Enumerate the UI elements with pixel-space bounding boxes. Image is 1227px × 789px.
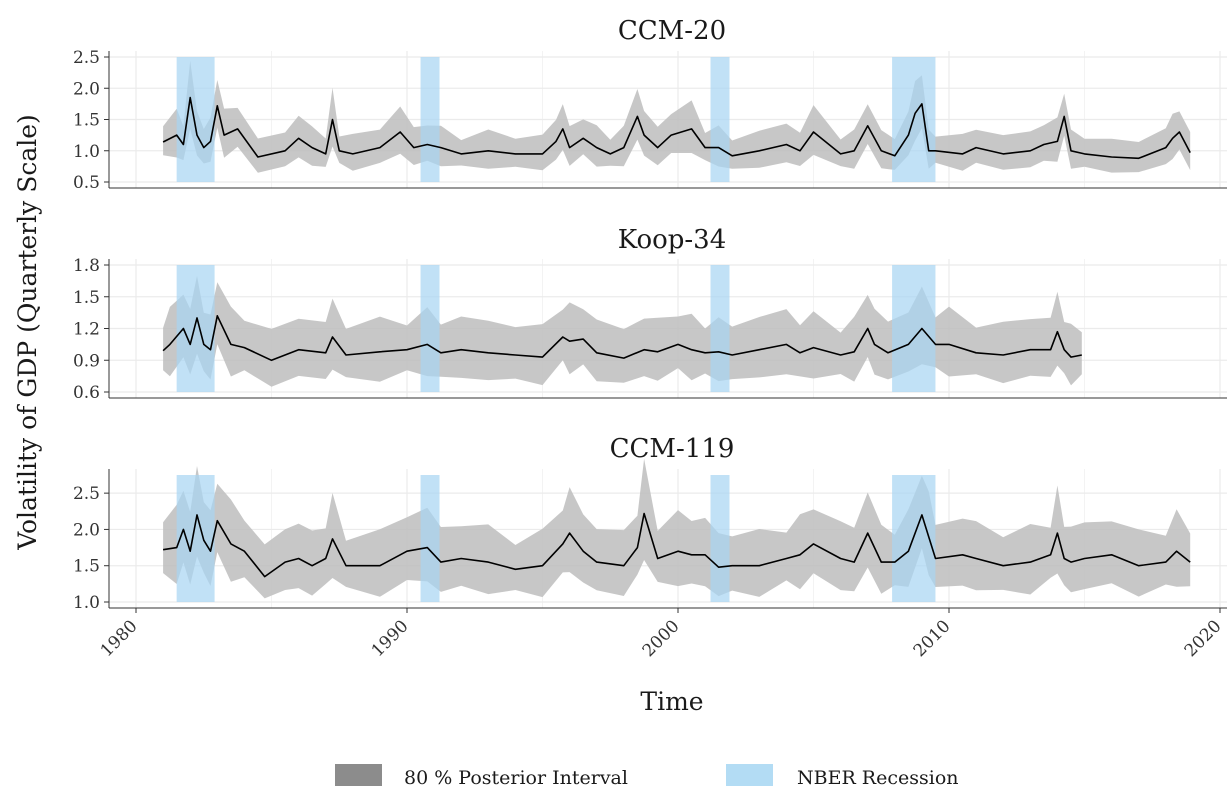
- y-tick-label: 2.0: [73, 520, 100, 540]
- y-tick-label: 1.0: [73, 593, 100, 613]
- volatility-line: [162, 315, 1082, 362]
- recession-band: [710, 475, 730, 602]
- y-axis-title: Volatility of GDP (Quarterly Scale): [13, 114, 42, 551]
- legend-swatch-recession: [726, 764, 773, 786]
- recession-band: [176, 475, 215, 602]
- y-tick-label: 2.0: [73, 79, 100, 99]
- recession-band: [420, 265, 440, 392]
- volatility-line: [162, 512, 1191, 578]
- y-tick-label: 0.5: [73, 173, 100, 193]
- posterior-interval-band: [163, 275, 1082, 387]
- panels: 0.5 1.0 1.5 2.0 2.5 CCM-20 0.6 0.9 1.2 1.5 1.8 Koop…: [73, 16, 1227, 661]
- legend-label-interval: 80 % Posterior Interval: [404, 767, 628, 789]
- x-tick-label: 1980: [97, 616, 142, 661]
- y-tick-label: 1.8: [73, 256, 100, 276]
- y-tick-label: 1.0: [73, 142, 100, 162]
- y-tick-label: 1.5: [73, 557, 100, 577]
- panel-ccm-119: 1.0 1.5 2.0 2.5 CCM-119 1980 1990 2000 2010 2020: [73, 434, 1227, 661]
- x-tick-label: 2020: [1181, 616, 1226, 661]
- panel-koop-34: 0.6 0.9 1.2 1.5 1.8 Koop-34: [73, 225, 1227, 403]
- x-axis-title: Time: [640, 687, 703, 716]
- recession-band: [710, 57, 730, 182]
- y-tick-label: 1.5: [73, 111, 100, 131]
- recession-band: [176, 57, 215, 182]
- panel-ccm-20: 0.5 1.0 1.5 2.0 2.5 CCM-20: [73, 16, 1227, 193]
- posterior-interval-band: [163, 60, 1191, 173]
- panel-title: CCM-20: [618, 16, 726, 46]
- recession-band: [420, 475, 440, 602]
- y-tick-label: 0.9: [73, 351, 100, 371]
- x-tick-label: 2000: [639, 616, 684, 661]
- x-tick-label: 1990: [368, 616, 413, 661]
- recession-band: [710, 265, 730, 392]
- y-tick-label: 1.2: [73, 320, 100, 340]
- x-tick-label: 2010: [910, 616, 955, 661]
- posterior-interval-band: [163, 458, 1191, 599]
- y-tick-label: 2.5: [73, 48, 100, 68]
- volatility-line: [162, 96, 1191, 160]
- y-tick-label: 0.6: [73, 383, 100, 403]
- recession-band: [892, 265, 936, 392]
- legend-label-recession: NBER Recession: [797, 767, 959, 789]
- recession-band: [420, 57, 440, 182]
- legend-swatch-interval: [335, 764, 382, 786]
- panel-title: CCM-119: [610, 434, 735, 464]
- recession-band: [176, 265, 215, 392]
- panel-title: Koop-34: [618, 225, 727, 255]
- y-tick-label: 2.5: [73, 484, 100, 504]
- legend: 80 % Posterior Interval NBER Recession: [335, 764, 959, 789]
- y-tick-label: 1.5: [73, 288, 100, 308]
